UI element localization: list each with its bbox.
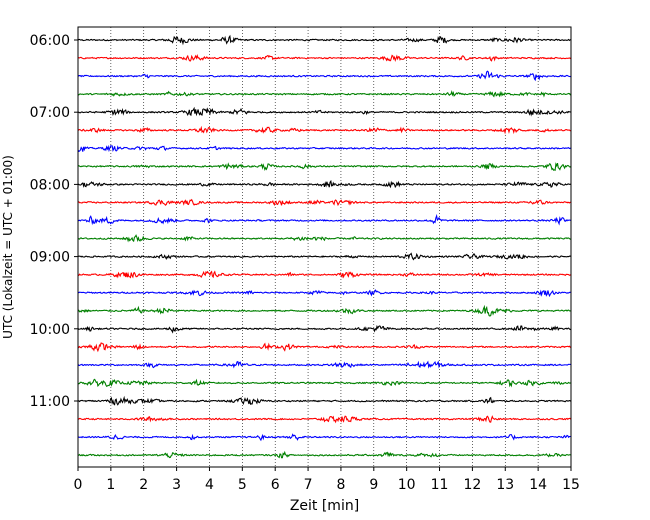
seismic-trace (77, 213, 572, 226)
x-tick-label: 1 (106, 477, 115, 493)
x-axis: 0 1 2 3 4 5 6 7 8 9 10 11 12 13 14 15 (74, 467, 580, 493)
grid-lines (110, 27, 539, 467)
seismic-trace (77, 53, 572, 62)
x-tick-label: 6 (271, 477, 280, 493)
y-axis-label: UTC (Lokalzeit = UTC + 01:00) (1, 155, 15, 339)
x-tick-label: 4 (205, 477, 214, 493)
seismic-trace (77, 304, 572, 317)
x-tick-label: 10 (398, 477, 416, 493)
seismic-trace (77, 342, 572, 353)
seismic-trace (77, 162, 572, 172)
y-tick-label: 11:00 (30, 394, 70, 410)
seismic-trace (77, 415, 572, 424)
y-axis: 06:00 07:00 08:00 09:00 10:00 11:00 (30, 33, 78, 410)
y-tick-label: 07:00 (30, 105, 70, 121)
seismic-trace (77, 450, 572, 459)
plot-frame (77, 26, 572, 468)
y-tick-label: 10:00 (30, 322, 70, 338)
x-tick-label: 2 (139, 477, 148, 493)
seismic-trace (77, 270, 572, 279)
seismic-trace (77, 179, 572, 189)
seismic-trace (77, 90, 572, 98)
y-tick-label: 08:00 (30, 177, 70, 193)
seismic-trace (77, 70, 572, 82)
seismic-trace (77, 234, 572, 243)
x-tick-label: 5 (238, 477, 247, 493)
seismic-trace (77, 34, 572, 46)
seismic-trace (77, 125, 572, 135)
x-tick-label: 7 (304, 477, 313, 493)
x-tick-label: 15 (562, 477, 580, 493)
y-tick-label: 09:00 (30, 250, 70, 266)
seismic-trace (77, 198, 572, 207)
seismic-trace (77, 360, 572, 369)
seismic-trace (77, 289, 572, 298)
x-tick-label: 9 (369, 477, 378, 493)
trace-group (77, 34, 572, 459)
x-axis-label: Zeit [min] (290, 498, 359, 514)
x-tick-label: 11 (431, 477, 449, 493)
y-tick-label: 06:00 (30, 33, 70, 49)
x-tick-label: 14 (529, 477, 547, 493)
seismic-trace (77, 378, 572, 388)
seismic-trace (77, 433, 572, 442)
x-tick-label: 12 (463, 477, 481, 493)
seismic-trace (77, 395, 572, 406)
x-tick-label: 3 (172, 477, 181, 493)
seismic-trace (77, 144, 572, 153)
seismic-trace (77, 252, 572, 261)
x-tick-label: 8 (336, 477, 345, 493)
x-tick-label: 13 (496, 477, 514, 493)
x-tick-label: 0 (74, 477, 83, 493)
seismic-trace (77, 106, 572, 117)
seismic-trace (77, 324, 572, 334)
